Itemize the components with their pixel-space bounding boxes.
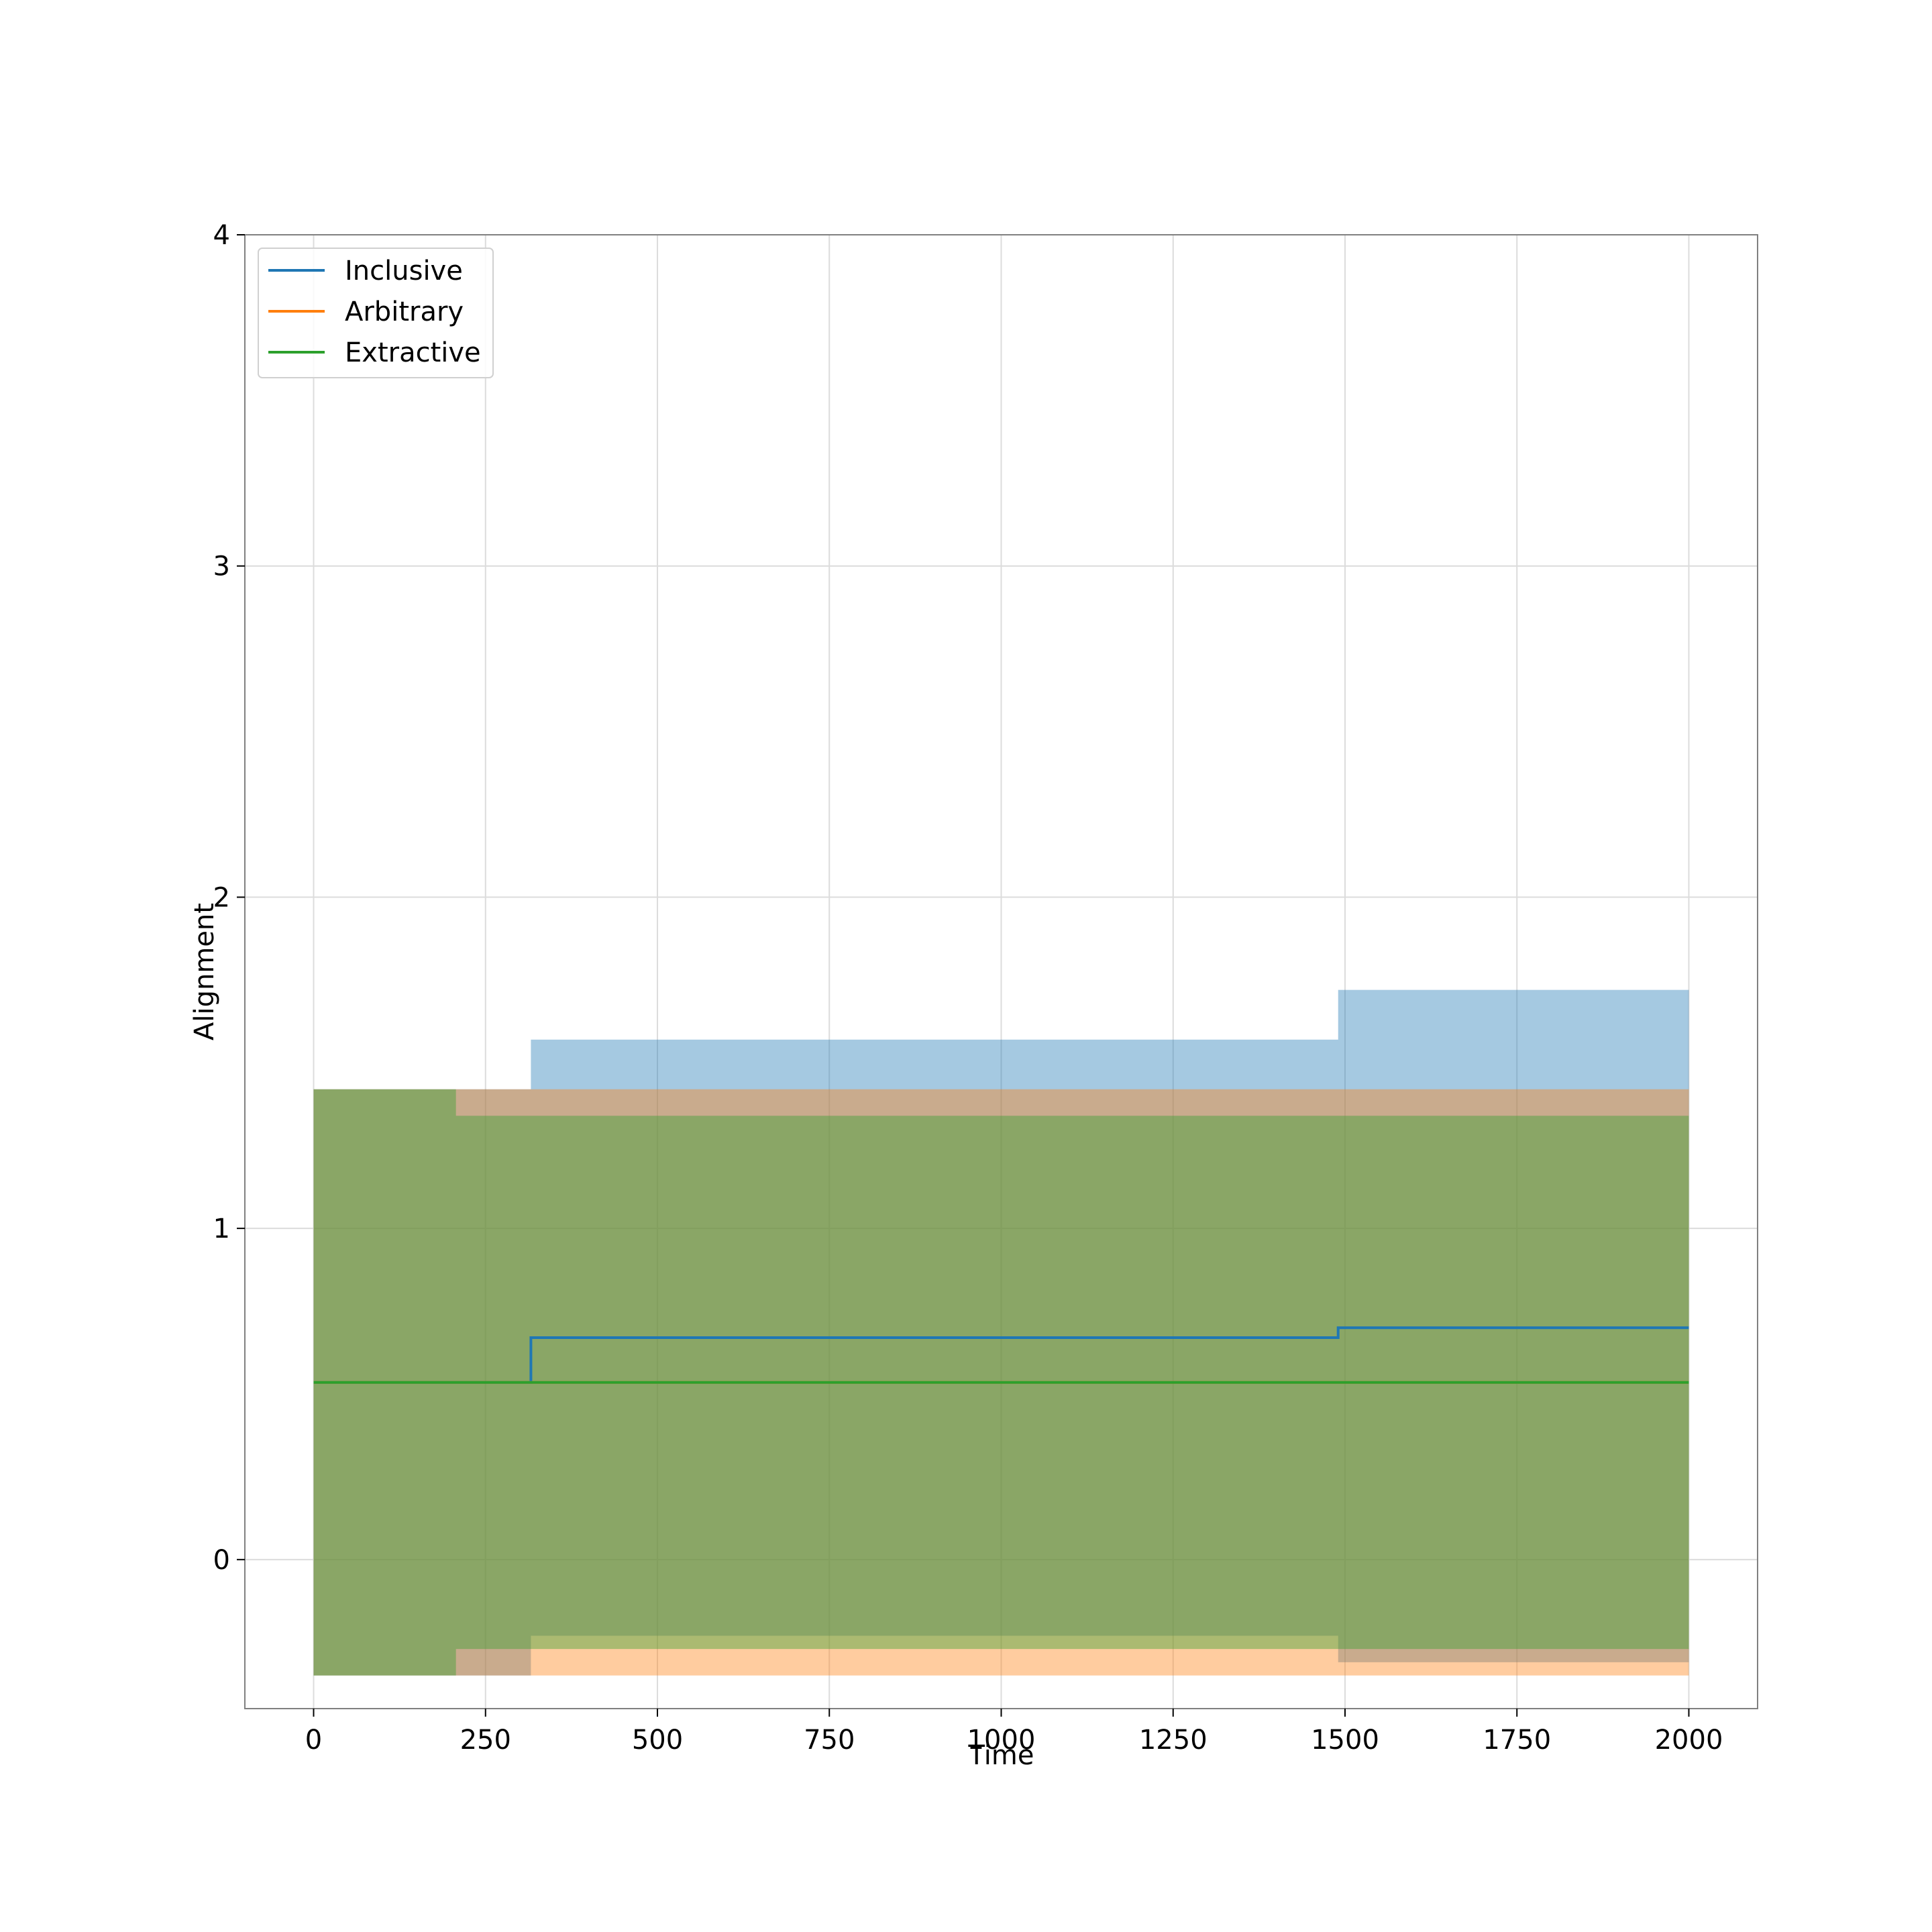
x-axis-label: Time [968, 1740, 1034, 1771]
legend-box [258, 248, 494, 378]
x-tick-label: 1000 [967, 1725, 1036, 1756]
y-tick-label: 3 [213, 551, 230, 582]
x-tick-label: 0 [305, 1725, 322, 1756]
y-axis-label: Alignment [189, 903, 220, 1040]
y-tick-label: 0 [213, 1545, 230, 1576]
axis-ticks: 0 250 500 750 1000 1250 1500 1750 2000 0 1 2 3 4 [213, 220, 1723, 1756]
x-tick-label: 500 [632, 1725, 683, 1756]
legend-label-inclusive: Inclusive [345, 256, 463, 286]
y-tick-label: 4 [213, 220, 230, 251]
y-tick-label: 1 [213, 1214, 230, 1244]
x-tick-label: 1250 [1139, 1725, 1208, 1756]
legend-label-extractive: Extractive [345, 337, 481, 368]
x-tick-label: 1500 [1311, 1725, 1379, 1756]
legend-label-arbitrary: Arbitrary [345, 297, 464, 327]
y-tick-label: 2 [213, 882, 230, 913]
x-tick-label: 750 [804, 1725, 855, 1756]
x-tick-label: 1750 [1483, 1725, 1551, 1756]
x-tick-label: 250 [460, 1725, 511, 1756]
legend: Inclusive Arbitrary Extractive [258, 248, 494, 378]
confidence-bands [313, 989, 1689, 1676]
series-lines [313, 1326, 1689, 1384]
x-tick-label: 2000 [1655, 1725, 1723, 1756]
band-inclusive [313, 989, 1689, 1676]
